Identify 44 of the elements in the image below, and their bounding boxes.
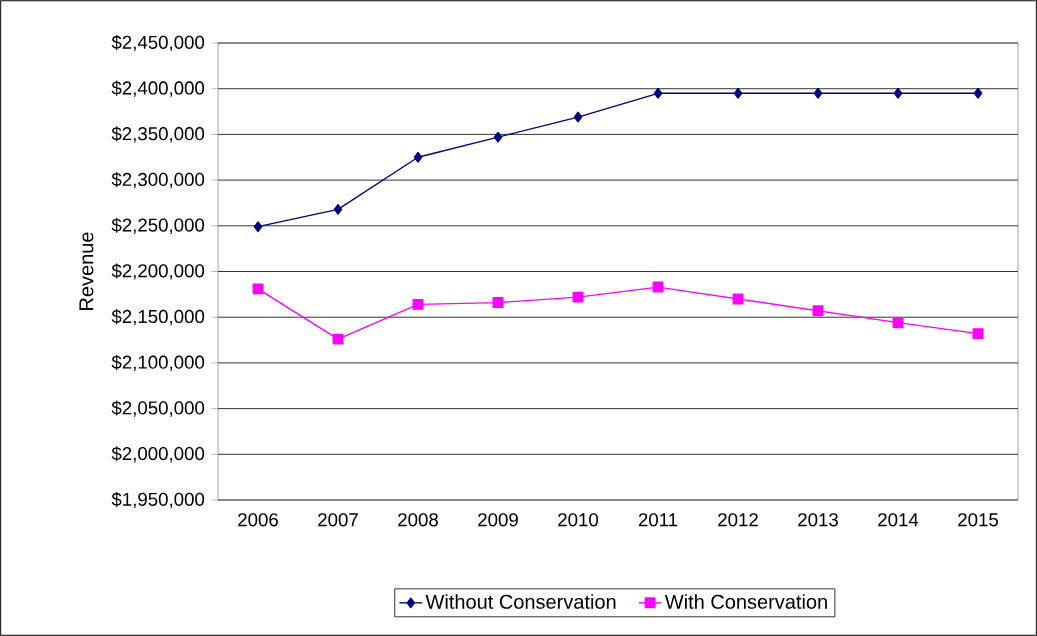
- point: [573, 111, 583, 123]
- point: [412, 298, 424, 310]
- y-tick-label: $2,400,000: [111, 80, 205, 97]
- point: [652, 281, 664, 293]
- y-tick-label: $2,450,000: [111, 34, 205, 52]
- point: [733, 87, 743, 99]
- point: [492, 297, 504, 309]
- point: [333, 203, 343, 215]
- point: [252, 283, 264, 295]
- y-tick-label: $2,200,000: [111, 263, 205, 280]
- x-tick-label: 2011: [638, 513, 678, 527]
- x-tick-label: 2006: [238, 513, 278, 527]
- point: [812, 305, 824, 317]
- point: [413, 151, 423, 163]
- point: [253, 221, 263, 233]
- point: [893, 87, 903, 99]
- point: [732, 293, 744, 305]
- y-tick-label: $2,300,000: [111, 172, 205, 189]
- x-tick-label: 2007: [318, 513, 358, 527]
- legend-label: With Conservation: [664, 594, 827, 609]
- y-tick-label: $2,250,000: [111, 217, 205, 234]
- y-tick-label: $2,150,000: [111, 309, 205, 326]
- y-tick-label: $1,950,000: [111, 491, 205, 509]
- point: [572, 291, 584, 303]
- x-tick-label: 2008: [398, 513, 438, 527]
- y-tick-label: $2,000,000: [111, 446, 205, 463]
- point: [653, 87, 663, 99]
- point: [892, 317, 904, 329]
- y-tick-label: $2,100,000: [111, 354, 205, 371]
- point: [493, 131, 503, 143]
- point: [973, 87, 983, 99]
- legend-label: Without Conservation: [425, 594, 616, 609]
- x-tick-label: 2010: [558, 513, 599, 527]
- point: [972, 328, 984, 340]
- y-axis-title: Revenue: [79, 232, 94, 310]
- x-tick-label: 2009: [478, 513, 518, 527]
- y-tick-label: $2,050,000: [111, 400, 205, 417]
- point: [813, 87, 823, 99]
- y-tick-label: $2,350,000: [111, 126, 205, 143]
- x-tick-label: 2015: [958, 513, 998, 527]
- x-tick-label: 2012: [718, 513, 758, 527]
- x-tick-label: 2014: [878, 513, 919, 527]
- point: [332, 333, 344, 345]
- x-tick-label: 2013: [798, 513, 838, 527]
